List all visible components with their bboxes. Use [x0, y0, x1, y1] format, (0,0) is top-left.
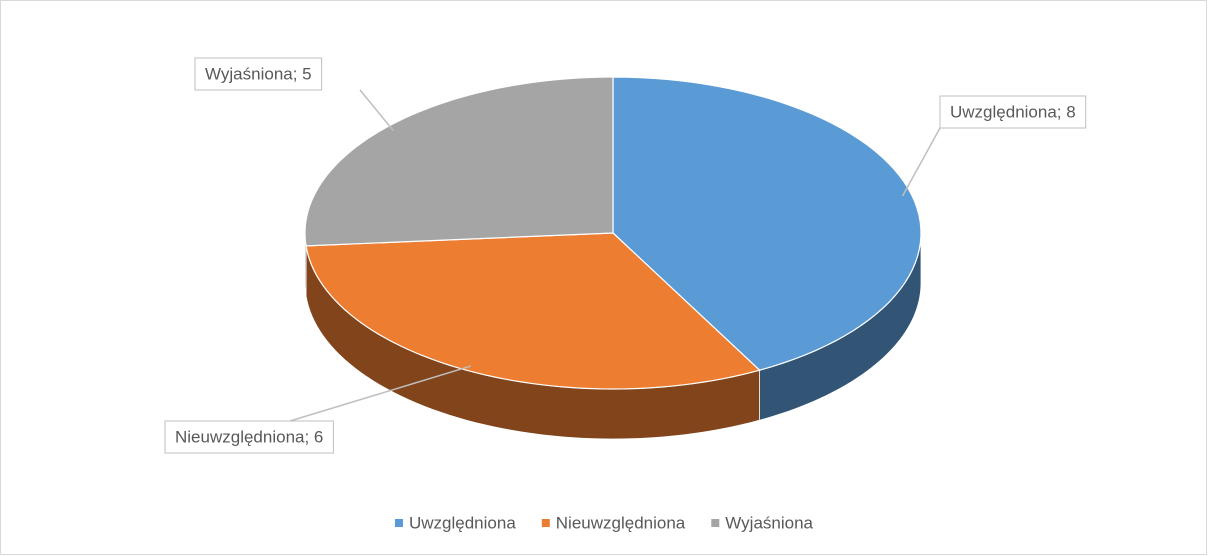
leader-line	[289, 365, 472, 422]
leader-line	[359, 89, 394, 131]
legend-marker	[541, 519, 550, 527]
slice	[612, 76, 922, 371]
leader-line	[901, 127, 941, 197]
data-label: Uwzględniona; 8	[950, 102, 1076, 121]
legend-marker	[394, 519, 403, 527]
legend-label: Nieuwzględniona	[556, 513, 686, 532]
legend-marker	[711, 519, 720, 527]
data-label-box	[194, 57, 323, 91]
data-label-box	[939, 95, 1087, 129]
data-label: Nieuwzględniona; 6	[175, 427, 323, 446]
data-label: Wyjaśniona; 5	[205, 64, 312, 83]
slice	[305, 232, 761, 390]
legend-label: Wyjaśniona	[725, 513, 813, 532]
legend-label: Uwzględniona	[409, 513, 516, 532]
slice	[304, 76, 614, 247]
data-label-box	[164, 420, 334, 454]
